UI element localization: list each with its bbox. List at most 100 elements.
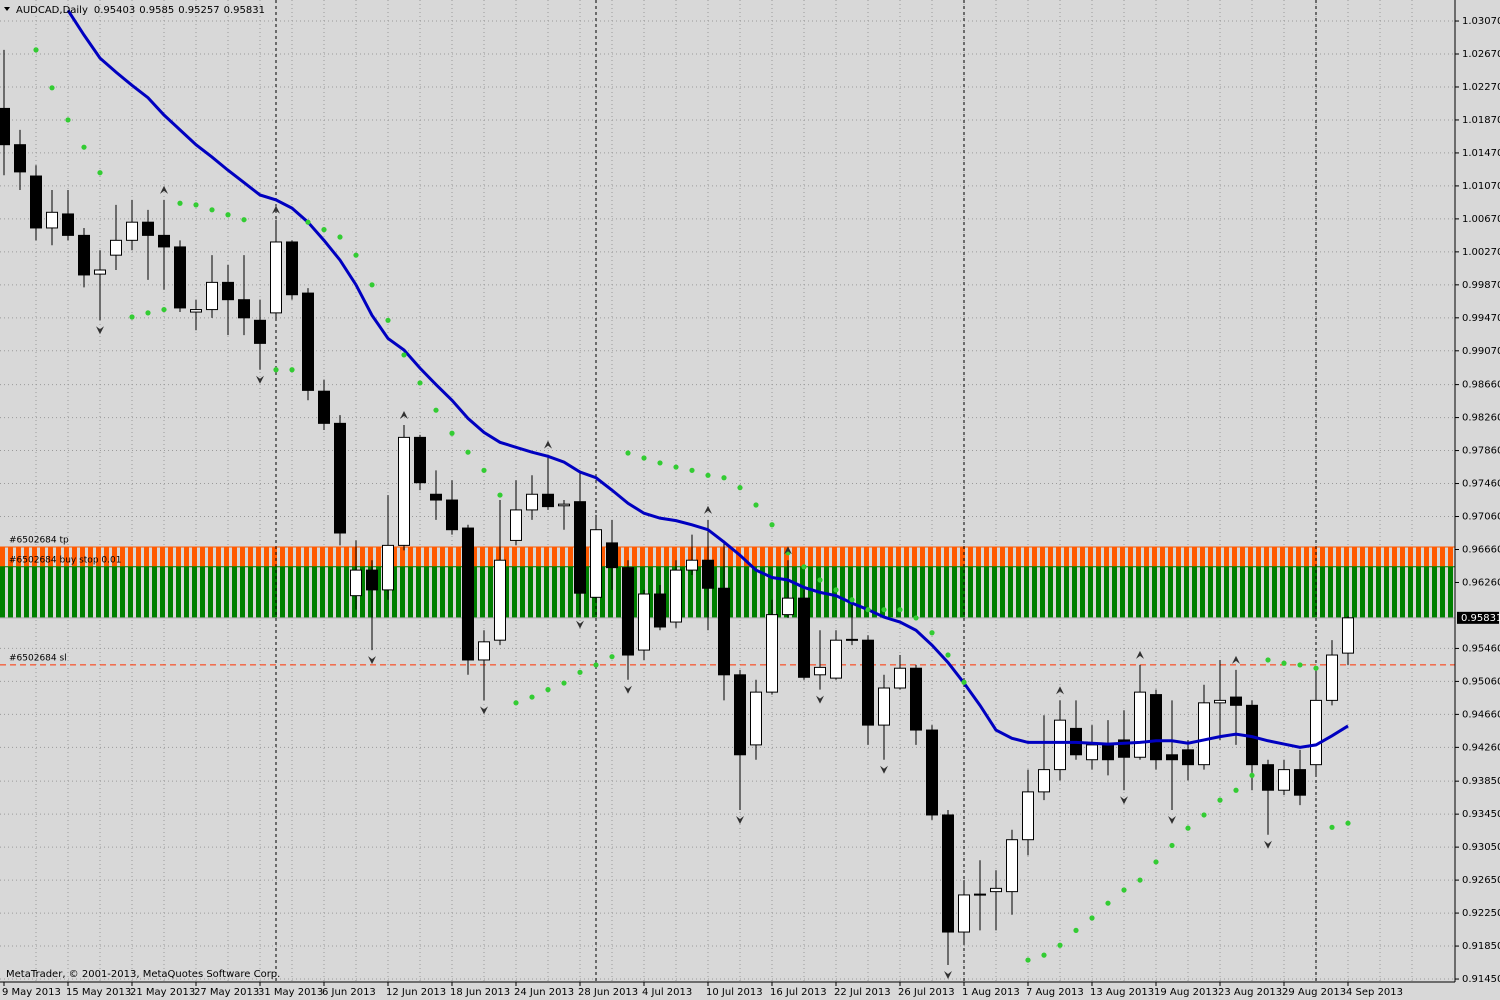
y-tick-label: 0.94260: [1462, 742, 1500, 753]
sar-dot: [737, 485, 743, 491]
candle-body: [766, 614, 778, 693]
candle-body: [142, 221, 154, 236]
candle-body: [110, 239, 122, 256]
candle-body: [926, 729, 938, 816]
fractal-up: [272, 205, 280, 214]
y-tick-label: 1.01870: [1462, 115, 1500, 126]
sar-dot: [817, 577, 823, 583]
x-tick-label: 16 Jul 2013: [770, 987, 827, 998]
candle-body: [910, 667, 922, 731]
x-tick-label: 9 May 2013: [2, 987, 61, 998]
candle-body: [254, 319, 266, 344]
sar-dot: [1233, 787, 1239, 793]
bid-label-box: [1457, 611, 1499, 624]
sar-dot: [145, 310, 151, 316]
candle-body: [1214, 699, 1226, 704]
sar-dot: [673, 464, 679, 470]
close-value: 0.95831: [224, 5, 265, 16]
sar-dot: [97, 170, 103, 176]
fractal-down: [1168, 816, 1176, 825]
sar-dot: [1297, 662, 1303, 668]
candle-body: [366, 569, 378, 591]
y-tick-label: 0.94660: [1462, 709, 1500, 720]
order-label: #6502684 buy stop 0.01: [9, 555, 121, 565]
sar-dot: [33, 47, 39, 53]
x-tick-label: 7 Aug 2013: [1026, 987, 1084, 998]
sar-dot: [177, 200, 183, 206]
candle-body: [206, 281, 218, 311]
moving-average: [66, 9, 1349, 749]
candle-body: [670, 569, 682, 623]
candle-body: [638, 593, 650, 651]
sar-dot: [81, 144, 87, 150]
fractal-down: [96, 326, 104, 335]
candle-body: [190, 309, 202, 313]
x-tick-label: 4 Sep 2013: [1346, 987, 1403, 998]
candle-body: [1262, 764, 1274, 791]
sar-dot: [1185, 825, 1191, 831]
sar-dot: [1073, 927, 1079, 933]
candle-body: [350, 569, 362, 597]
y-tick-label: 0.98660: [1462, 380, 1500, 391]
fractal-up: [1136, 650, 1144, 659]
fractal-up: [1232, 655, 1240, 664]
sar-dot: [769, 522, 775, 528]
fractal-down: [256, 375, 264, 384]
x-tick-label: 22 Jul 2013: [834, 987, 891, 998]
candle-body: [622, 567, 634, 656]
tp-band: [0, 547, 1455, 567]
candle-body: [238, 299, 250, 319]
sar-dot: [641, 455, 647, 461]
candle-body: [798, 597, 810, 678]
sar-dot: [241, 217, 247, 223]
menu-triangle[interactable]: [4, 7, 10, 11]
sar-dot: [593, 662, 599, 668]
high-value: 0.9585: [139, 5, 174, 16]
sar-dot: [209, 207, 215, 213]
candle-body: [1054, 719, 1066, 771]
fractal-down: [944, 971, 952, 980]
candle-body: [382, 544, 394, 591]
sar-dot: [577, 669, 583, 675]
candle-body: [702, 559, 714, 589]
sar-dot: [417, 380, 423, 386]
y-tick-label: 0.96260: [1462, 577, 1500, 588]
x-tick-label: 19 Aug 2013: [1154, 987, 1218, 998]
sar-dot: [1281, 660, 1287, 666]
candle-body: [990, 887, 1002, 893]
fractal-down: [368, 656, 376, 665]
sar-dot: [321, 227, 327, 233]
candle-body: [862, 639, 874, 726]
open-value: 0.95403: [94, 5, 135, 16]
x-tick-label: 4 Jul 2013: [642, 987, 692, 998]
y-tick-label: 0.97460: [1462, 479, 1500, 490]
x-tick-label: 21 May 2013: [130, 987, 195, 998]
sar-dot: [529, 694, 535, 700]
x-tick-label: 27 May 2013: [194, 987, 259, 998]
fractal-down: [1264, 840, 1272, 849]
sar-dot: [1313, 665, 1319, 671]
sar-dot: [1169, 842, 1175, 849]
candle-body: [814, 666, 826, 676]
sar-dot: [481, 467, 487, 473]
sar-dot: [865, 607, 871, 613]
x-tick-label: 31 May 2013: [258, 987, 323, 998]
sar-dot: [1345, 820, 1351, 826]
y-tick-label: 0.97060: [1462, 512, 1500, 523]
sar-dot: [609, 654, 615, 660]
fractal-down: [1120, 796, 1128, 805]
candle-body: [830, 639, 842, 679]
sar-dot: [49, 85, 55, 91]
fractal-up: [400, 411, 408, 420]
candle-body: [94, 269, 106, 275]
candle-body: [894, 667, 906, 689]
sar-dot: [545, 687, 551, 693]
sar-dot: [513, 700, 519, 706]
y-tick-label: 1.01070: [1462, 181, 1500, 192]
sar-dot: [1041, 952, 1047, 958]
candle-body: [78, 234, 90, 276]
candle-body: [750, 691, 762, 746]
sar-dot: [1025, 957, 1031, 963]
sar-dot: [913, 615, 919, 621]
